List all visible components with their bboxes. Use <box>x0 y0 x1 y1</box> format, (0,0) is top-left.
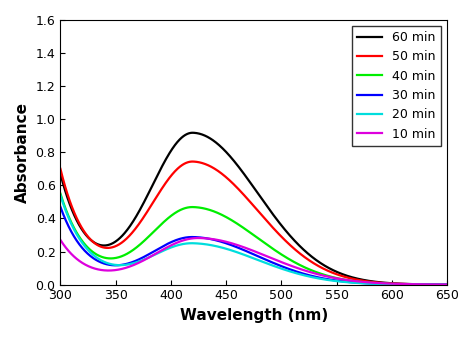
60 min <box>359 278 365 282</box>
40 min <box>228 218 234 222</box>
Line: 50 min: 50 min <box>60 162 447 285</box>
20 min <box>359 281 365 285</box>
20 min <box>214 244 219 248</box>
20 min <box>323 277 329 282</box>
50 min <box>57 167 63 171</box>
10 min <box>57 238 63 242</box>
50 min <box>97 244 103 248</box>
10 min <box>97 268 103 272</box>
30 min <box>359 281 365 285</box>
20 min <box>228 248 234 252</box>
30 min <box>228 243 234 247</box>
40 min <box>57 192 63 196</box>
30 min <box>444 283 450 287</box>
20 min <box>366 282 372 286</box>
20 min <box>57 193 63 197</box>
30 min <box>57 205 63 209</box>
Line: 40 min: 40 min <box>60 194 447 285</box>
Line: 20 min: 20 min <box>60 195 447 285</box>
40 min <box>214 211 219 215</box>
50 min <box>228 180 234 184</box>
50 min <box>214 168 220 172</box>
Line: 10 min: 10 min <box>60 238 447 285</box>
40 min <box>97 254 103 258</box>
10 min <box>444 283 450 287</box>
60 min <box>444 283 450 287</box>
30 min <box>97 260 103 264</box>
10 min <box>323 274 329 278</box>
10 min <box>195 236 201 240</box>
60 min <box>57 172 63 176</box>
10 min <box>214 238 220 242</box>
60 min <box>214 142 220 146</box>
50 min <box>190 160 195 164</box>
30 min <box>323 277 329 281</box>
10 min <box>228 241 234 245</box>
50 min <box>366 280 372 284</box>
20 min <box>444 283 450 287</box>
60 min <box>97 243 103 247</box>
Line: 60 min: 60 min <box>60 133 447 285</box>
60 min <box>228 155 234 160</box>
10 min <box>359 280 365 284</box>
60 min <box>366 279 372 283</box>
Line: 30 min: 30 min <box>60 207 447 285</box>
40 min <box>359 280 365 284</box>
Legend: 60 min, 50 min, 40 min, 30 min, 20 min, 10 min: 60 min, 50 min, 40 min, 30 min, 20 min, … <box>352 26 441 145</box>
20 min <box>97 258 103 262</box>
40 min <box>366 281 372 285</box>
50 min <box>359 279 365 283</box>
40 min <box>444 283 450 287</box>
30 min <box>214 239 219 243</box>
60 min <box>323 265 329 269</box>
50 min <box>323 268 329 272</box>
10 min <box>366 281 372 285</box>
Y-axis label: Absorbance: Absorbance <box>15 102 30 203</box>
50 min <box>444 283 450 287</box>
40 min <box>323 273 329 277</box>
30 min <box>366 282 372 286</box>
60 min <box>190 131 196 135</box>
X-axis label: Wavelength (nm): Wavelength (nm) <box>180 308 328 323</box>
